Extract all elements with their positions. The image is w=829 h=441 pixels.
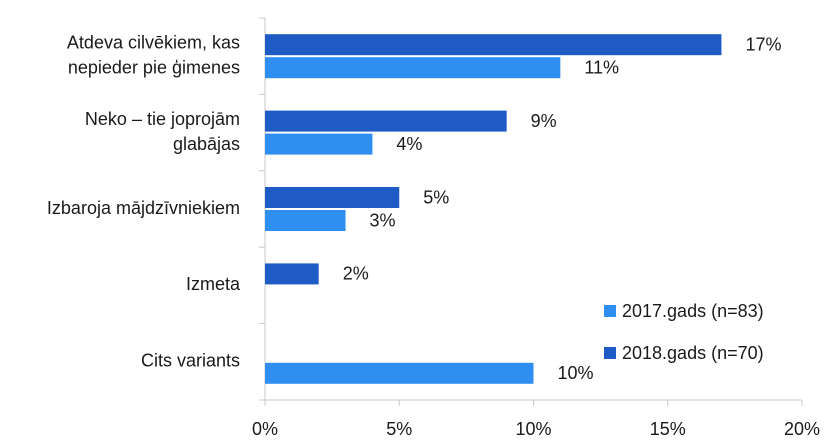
category-label: Neko – tie joprojām [85, 109, 240, 129]
bar [265, 263, 319, 285]
value-label: 10% [558, 363, 594, 383]
value-label: 17% [745, 34, 781, 54]
legend-label: 2017.gads (n=83) [622, 301, 764, 321]
bar [265, 57, 561, 79]
x-tick-label: 10% [515, 419, 551, 439]
category-label: Izmeta [186, 274, 241, 294]
category-label: glabājas [173, 134, 240, 154]
value-label: 4% [396, 134, 422, 154]
value-label: 9% [531, 111, 557, 131]
x-tick-label: 5% [386, 419, 412, 439]
legend-swatch [604, 347, 616, 359]
x-tick-label: 15% [650, 419, 686, 439]
legend-swatch [604, 305, 616, 317]
category-label: Atdeva cilvēkiem, kas [67, 32, 240, 52]
legend-label: 2018.gads (n=70) [622, 343, 764, 363]
category-label: Izbaroja mājdzīvniekiem [47, 198, 240, 218]
bar [265, 210, 346, 231]
bar [265, 34, 722, 56]
value-label: 2% [343, 264, 369, 284]
category-label: Cits variants [141, 351, 240, 371]
bar [265, 362, 534, 384]
bar [265, 133, 373, 155]
value-label: 3% [370, 210, 396, 230]
category-label: nepieder pie ģimenes [68, 57, 240, 77]
x-tick-label: 0% [252, 419, 278, 439]
value-label: 5% [423, 187, 449, 207]
bar [265, 110, 507, 132]
value-label: 11% [584, 57, 619, 77]
bar [265, 187, 400, 208]
x-tick-label: 20% [784, 419, 820, 439]
